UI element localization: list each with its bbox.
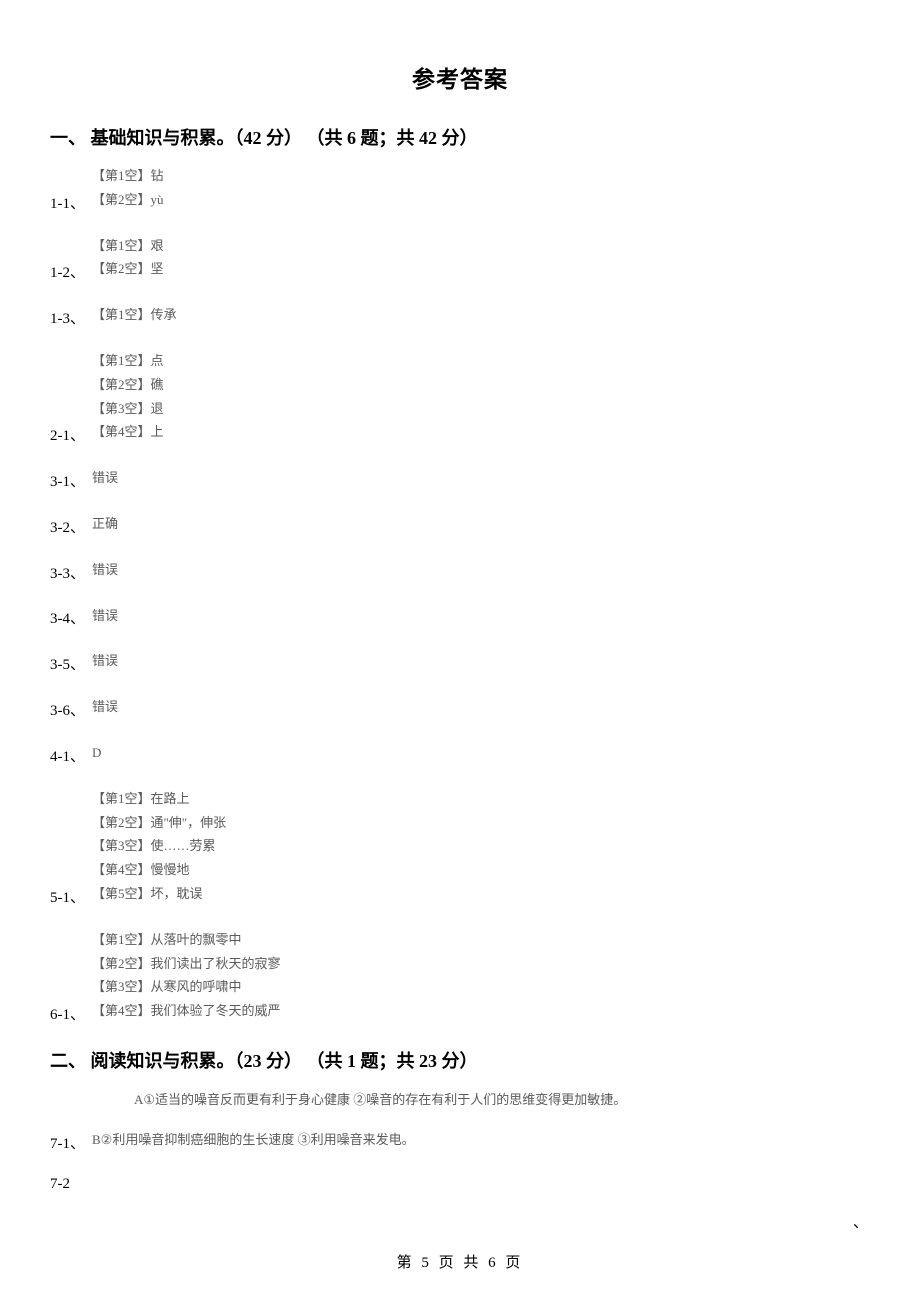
answer-number: 2-1、 bbox=[50, 424, 92, 446]
answer-number: 3-5、 bbox=[50, 653, 92, 675]
answer-row: 4-1、D bbox=[50, 743, 870, 767]
answer-content: 【第1空】钻【第2空】yù bbox=[92, 166, 164, 214]
answer-number: 7-1、 bbox=[50, 1132, 92, 1154]
answer-number: 1-1、 bbox=[50, 192, 92, 214]
answer-number: 5-1、 bbox=[50, 886, 92, 908]
answer-content: 【第1空】点【第2空】礁【第3空】退【第4空】上 bbox=[92, 351, 164, 446]
corner-mark: 、 bbox=[853, 1211, 868, 1232]
answer-content: B②利用噪音抑制癌细胞的生长速度 ③利用噪音来发电。 bbox=[92, 1130, 415, 1154]
answer-line: 【第3空】从寒风的呼啸中 bbox=[92, 977, 281, 998]
answer-content: 错误 bbox=[92, 468, 118, 492]
answer-row: 7-2 bbox=[50, 1176, 870, 1194]
answer-line: 【第2空】坚 bbox=[92, 259, 164, 280]
answer-line: 【第2空】通"伸"，伸张 bbox=[92, 813, 226, 834]
answer-row: 1-3、【第1空】传承 bbox=[50, 305, 870, 329]
answer-line: 错误 bbox=[92, 651, 118, 672]
answer-row: 1-1、【第1空】钻【第2空】yù bbox=[50, 166, 870, 214]
answer-line: 【第3空】使……劳累 bbox=[92, 836, 226, 857]
answer-line: 【第1空】在路上 bbox=[92, 789, 226, 810]
answer-content: D bbox=[92, 743, 101, 767]
answer-row: 3-1、错误 bbox=[50, 468, 870, 492]
answer-line: 错误 bbox=[92, 697, 118, 718]
answer-line: 【第3空】退 bbox=[92, 399, 164, 420]
answer-row: 2-1、【第1空】点【第2空】礁【第3空】退【第4空】上 bbox=[50, 351, 870, 446]
answer-line: 【第1空】钻 bbox=[92, 166, 164, 187]
answer-row: 3-2、正确 bbox=[50, 514, 870, 538]
doc-title: 参考答案 bbox=[50, 60, 870, 94]
answer-number: 3-3、 bbox=[50, 562, 92, 584]
answer-number: 3-4、 bbox=[50, 607, 92, 629]
answer-line: 【第4空】上 bbox=[92, 422, 164, 443]
answer-line: 【第2空】yù bbox=[92, 190, 164, 211]
section2-pretext: A①适当的噪音反而更有利于身心健康 ②噪音的存在有利于人们的思维变得更加敏捷。 bbox=[134, 1089, 870, 1108]
answer-line: 错误 bbox=[92, 468, 118, 489]
answer-line: 【第4空】慢慢地 bbox=[92, 860, 226, 881]
answer-content: 错误 bbox=[92, 697, 118, 721]
answer-line: B②利用噪音抑制癌细胞的生长速度 ③利用噪音来发电。 bbox=[92, 1130, 415, 1151]
answer-line: 错误 bbox=[92, 606, 118, 627]
answer-number: 3-1、 bbox=[50, 470, 92, 492]
answer-number: 4-1、 bbox=[50, 745, 92, 767]
answer-number: 1-3、 bbox=[50, 307, 92, 329]
answer-line: 错误 bbox=[92, 560, 118, 581]
answer-number: 7-2 bbox=[50, 1176, 92, 1194]
answer-line: 【第2空】礁 bbox=[92, 375, 164, 396]
answer-line: 【第1空】艰 bbox=[92, 236, 164, 257]
answer-line: 【第5空】坏，耽误 bbox=[92, 884, 226, 905]
section2-header: 二、 阅读知识与积累。（23 分） （共 1 题；共 23 分） bbox=[50, 1047, 870, 1073]
answer-row: 3-4、错误 bbox=[50, 606, 870, 630]
answer-row: 6-1、【第1空】从落叶的飘零中【第2空】我们读出了秋天的寂寥【第3空】从寒风的… bbox=[50, 930, 870, 1025]
section1-header: 一、 基础知识与积累。（42 分） （共 6 题；共 42 分） bbox=[50, 124, 870, 150]
answer-line: 【第1空】传承 bbox=[92, 305, 177, 326]
answer-content: 【第1空】艰【第2空】坚 bbox=[92, 236, 164, 284]
answer-content: 错误 bbox=[92, 606, 118, 630]
answer-number: 6-1、 bbox=[50, 1003, 92, 1025]
answer-number: 1-2、 bbox=[50, 261, 92, 283]
answer-line: D bbox=[92, 743, 101, 764]
answer-row: 7-1、B②利用噪音抑制癌细胞的生长速度 ③利用噪音来发电。 bbox=[50, 1130, 870, 1154]
page-footer: 第 5 页 共 6 页 bbox=[0, 1251, 920, 1272]
answer-row: 3-5、错误 bbox=[50, 651, 870, 675]
answer-line: 正确 bbox=[92, 514, 118, 535]
answer-content: 【第1空】从落叶的飘零中【第2空】我们读出了秋天的寂寥【第3空】从寒风的呼啸中【… bbox=[92, 930, 281, 1025]
answer-content: 【第1空】传承 bbox=[92, 305, 177, 329]
answer-number: 3-2、 bbox=[50, 516, 92, 538]
answer-content: 错误 bbox=[92, 651, 118, 675]
answer-line: 【第4空】我们体验了冬天的威严 bbox=[92, 1001, 281, 1022]
answer-row: 1-2、【第1空】艰【第2空】坚 bbox=[50, 236, 870, 284]
answer-content: 【第1空】在路上【第2空】通"伸"，伸张【第3空】使……劳累【第4空】慢慢地【第… bbox=[92, 789, 226, 908]
answer-line: 【第1空】点 bbox=[92, 351, 164, 372]
answer-row: 3-3、错误 bbox=[50, 560, 870, 584]
answer-row: 5-1、【第1空】在路上【第2空】通"伸"，伸张【第3空】使……劳累【第4空】慢… bbox=[50, 789, 870, 908]
answer-content: 正确 bbox=[92, 514, 118, 538]
answer-line: 【第1空】从落叶的飘零中 bbox=[92, 930, 281, 951]
answer-content: 错误 bbox=[92, 560, 118, 584]
answer-number: 3-6、 bbox=[50, 699, 92, 721]
answer-line: 【第2空】我们读出了秋天的寂寥 bbox=[92, 954, 281, 975]
answer-row: 3-6、错误 bbox=[50, 697, 870, 721]
